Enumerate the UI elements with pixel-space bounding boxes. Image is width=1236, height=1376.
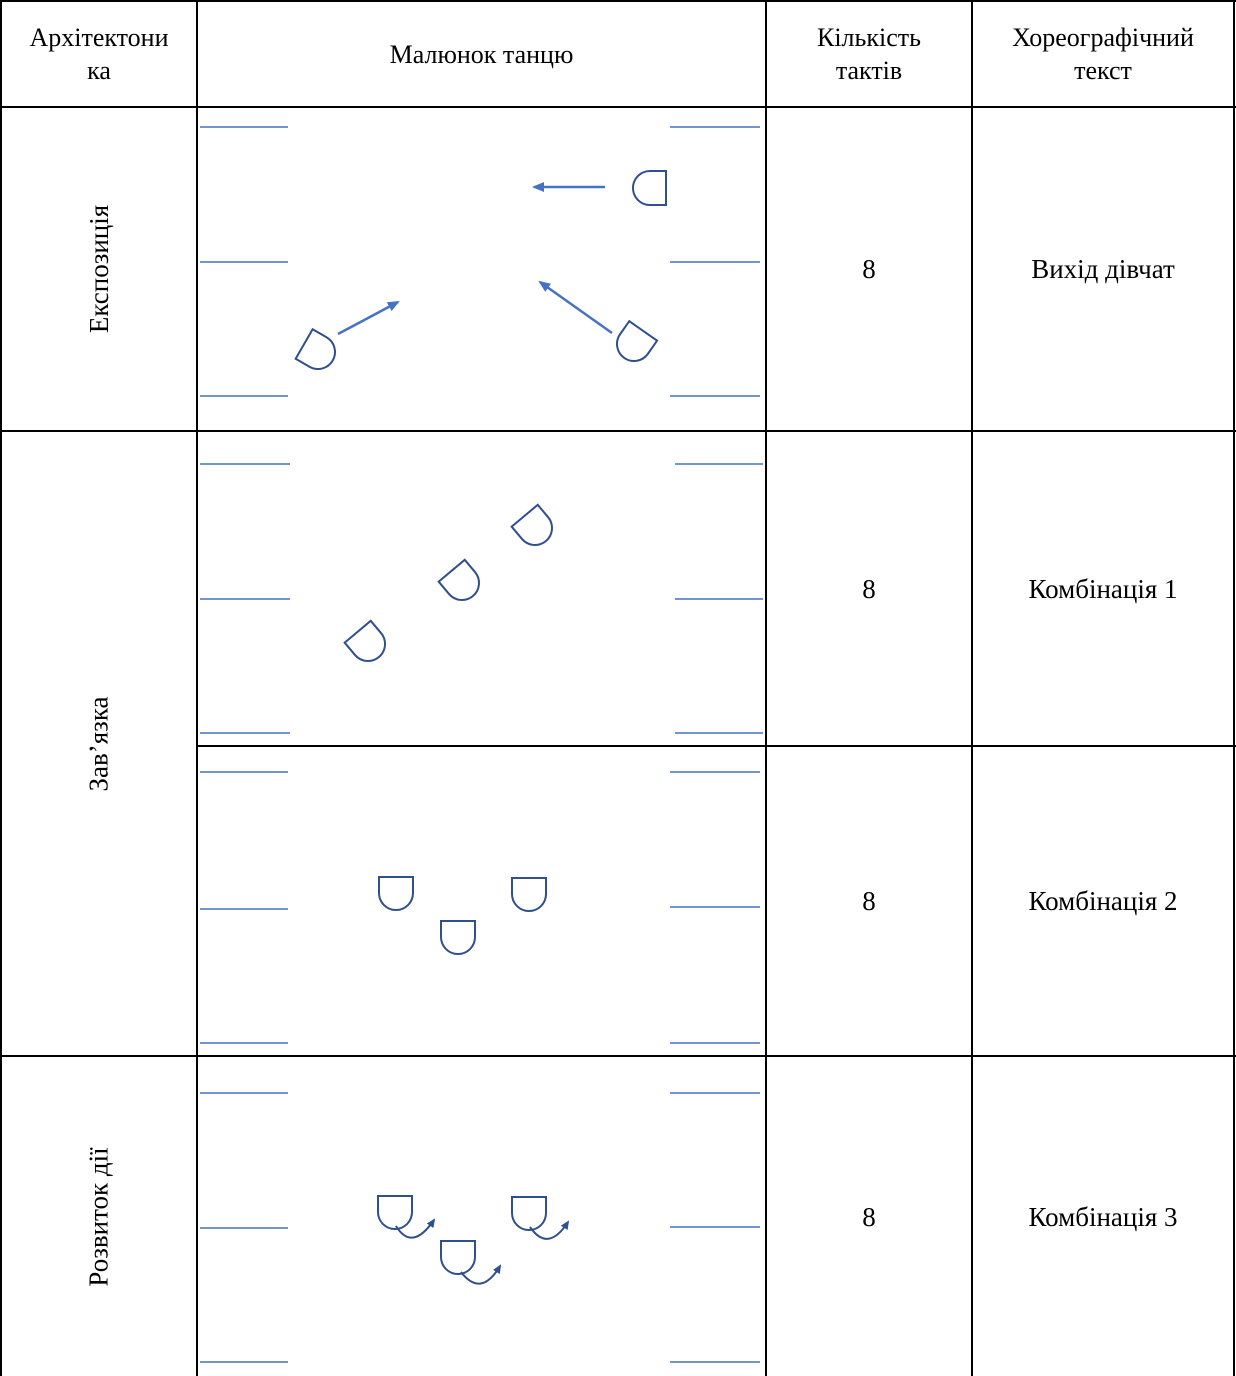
turn-arrow	[460, 1264, 502, 1285]
choreo-text-cell-3: Комбінація 2	[973, 747, 1233, 1055]
border-left	[0, 0, 2, 1376]
dancers-row-1	[294, 170, 667, 377]
header-bars-line2: тактів	[835, 56, 903, 85]
bars-value-3: 8	[862, 886, 876, 916]
bars-cell-1: 8	[767, 108, 971, 430]
header-choreo-text: Хореографічний текст	[973, 2, 1233, 106]
header-architectonics-line1: Архітектони	[29, 23, 169, 52]
row-divider-3	[0, 1055, 1236, 1057]
dancer-figure	[377, 1195, 413, 1230]
bars-value-1: 8	[862, 254, 876, 284]
dancer-figure	[440, 920, 476, 955]
header-bars-line1: Кількість	[816, 23, 921, 52]
stage-lines-row-4	[200, 1092, 760, 1363]
bars-value-2: 8	[862, 573, 876, 604]
bars-cell-4: 8	[767, 1057, 971, 1376]
choreo-text-4: Комбінація 3	[1028, 1201, 1178, 1232]
row-divider-header	[0, 106, 1236, 108]
stage-lines-row-3	[200, 771, 760, 1044]
choreo-text-cell-4: Комбінація 3	[973, 1057, 1233, 1376]
choreo-text-3: Комбінація 2	[1028, 886, 1178, 916]
header-architectonics: Архітектони ка	[2, 2, 196, 106]
header-choreo-text-line1: Хореографічний	[1012, 23, 1194, 52]
choreo-text-1: Вихід дівчат	[1031, 254, 1175, 284]
turn-arrow	[395, 1218, 436, 1239]
dancer-figure	[511, 1196, 547, 1231]
header-bars: Кількість тактів	[767, 2, 971, 106]
dancer-figure	[294, 328, 343, 377]
arrow	[538, 280, 613, 335]
dancer-figure	[632, 170, 667, 206]
turn-arrow	[529, 1220, 570, 1240]
header-drawing: Малюнок танцю	[198, 2, 765, 106]
dancer-figure	[440, 1240, 476, 1275]
row-divider-1	[0, 430, 1236, 432]
movement-arrows-row-1	[337, 182, 613, 336]
choreo-text-cell-1: Вихід дівчат	[973, 108, 1233, 430]
header-architectonics-line2: ка	[87, 56, 111, 85]
stage-lines-row-1	[200, 126, 760, 397]
border-top	[0, 0, 1236, 2]
col-divider-3	[971, 0, 973, 1376]
bars-cell-2: 8	[767, 432, 971, 745]
col-divider-1	[196, 0, 198, 1376]
bars-cell-3: 8	[767, 747, 971, 1055]
bars-value-4: 8	[862, 1201, 876, 1232]
dancer-figure	[609, 320, 659, 369]
dancer-figure	[511, 877, 547, 912]
dancers-row-3	[378, 876, 547, 955]
choreo-text-2: Комбінація 1	[1028, 573, 1178, 604]
dancer-figure	[510, 503, 560, 553]
col-divider-2	[765, 0, 767, 1376]
stage-lines-row-2	[200, 463, 763, 734]
turn-arrows-row-4	[395, 1218, 570, 1285]
row-divider-2	[196, 745, 1236, 747]
arrow	[337, 300, 400, 336]
dancer-figure	[378, 876, 414, 911]
border-right	[1233, 0, 1235, 1376]
dancers-row-2	[343, 503, 560, 669]
dancer-figure	[437, 558, 487, 608]
choreo-text-cell-2: Комбінація 1	[973, 432, 1233, 745]
dancer-figure	[343, 619, 393, 669]
header-choreo-text-line2: текст	[1074, 56, 1132, 85]
header-drawing-label: Малюнок танцю	[389, 39, 574, 69]
